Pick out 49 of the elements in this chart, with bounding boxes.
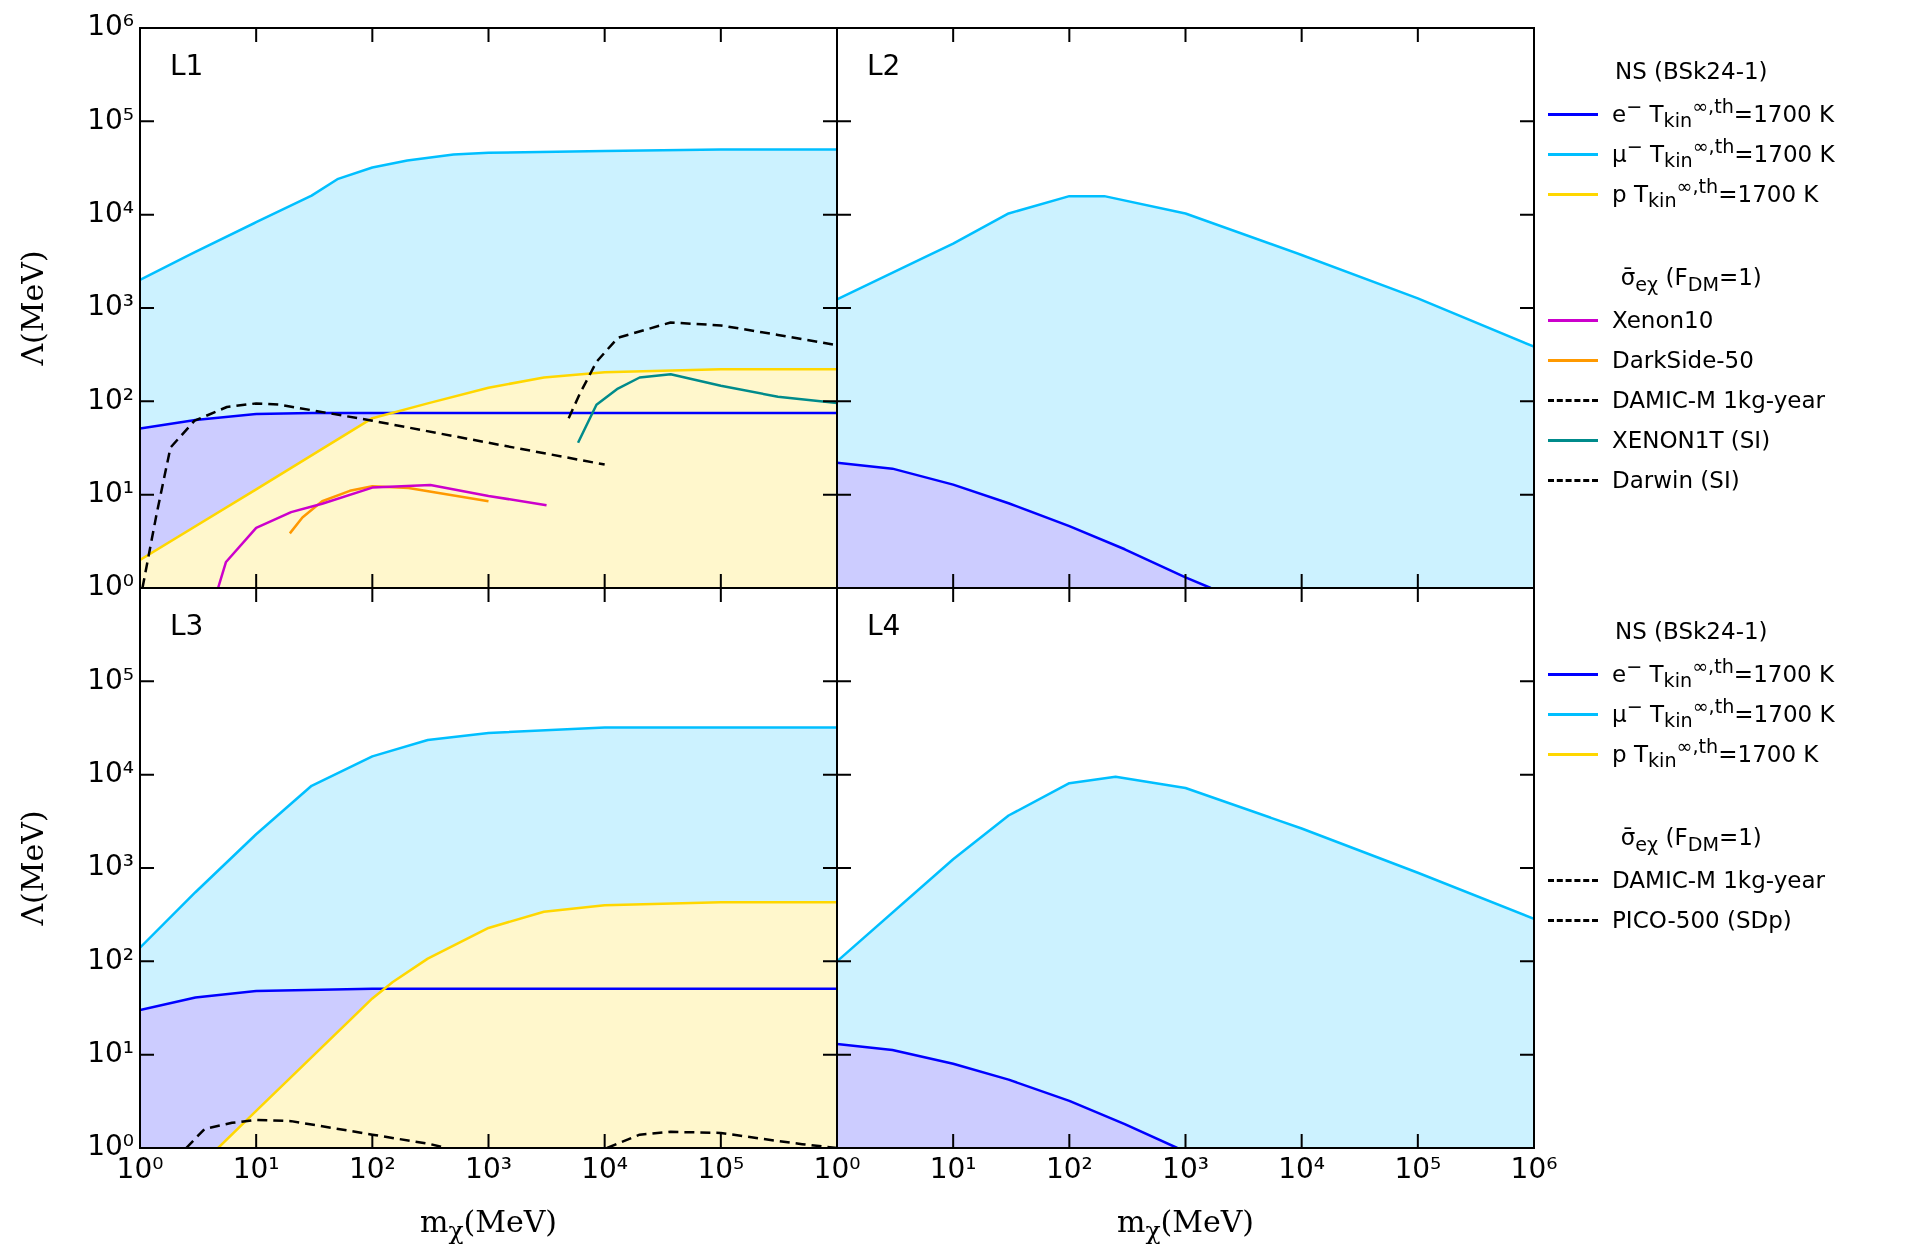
legend-label: PICO-500 (SDp) [1612, 907, 1792, 933]
legend-label: XENON1T (SI) [1612, 427, 1771, 453]
legend-label: Darwin (SI) [1612, 467, 1740, 493]
legend-label: μ$^{−}$ T$_{kin}$$^{∞,th}$=1700 K [1612, 135, 1835, 173]
y-axis-title: Λ(MeV) [14, 810, 50, 926]
x-tick-label: 10⁵ [1394, 1152, 1442, 1186]
y-tick-label: 10⁰ [87, 569, 134, 603]
y-tick-label: 10⁵ [87, 662, 134, 696]
x-tick-label: 10² [348, 1152, 396, 1186]
legend-label: μ$^{−}$ T$_{kin}$$^{∞,th}$=1700 K [1612, 695, 1835, 733]
y-tick-label: 10⁴ [87, 755, 134, 789]
y-tick-label: 10³ [87, 289, 134, 323]
x-tick-label: 10¹ [929, 1152, 977, 1186]
legend-label: e$^{−}$ T$_{kin}$$^{∞,th}$=1700 K [1612, 95, 1835, 133]
x-tick-label: 10⁴ [581, 1152, 629, 1186]
legend-label: DAMIC-M 1kg-year [1612, 867, 1825, 893]
y-tick-label: 10¹ [87, 1035, 134, 1069]
text: σ̄$_{eχ}$ (F$_{DM}$=1) [1619, 823, 1763, 858]
y-tick-label: 10⁶ [87, 9, 134, 43]
y-tick-label: 10⁴ [87, 195, 134, 229]
text: L1 [170, 49, 204, 83]
x-tick-label: 10⁴ [1278, 1152, 1326, 1186]
x-axis-title: m$_{χ}$(MeV) [1116, 1204, 1255, 1245]
legend-title: NS (BSk24-1) [1614, 617, 1769, 646]
y-tick-label: 10² [87, 382, 134, 416]
x-axis-title: m$_{χ}$(MeV) [419, 1204, 558, 1245]
x-tick-label: 10³ [1162, 1152, 1209, 1186]
x-tick-label: 10³ [465, 1152, 512, 1186]
x-tick-label: 10⁶ [1510, 1152, 1558, 1186]
text: σ̄$_{eχ}$ (F$_{DM}$=1) [1619, 263, 1763, 298]
text: L2 [867, 49, 901, 83]
legend-label: e$^{−}$ T$_{kin}$$^{∞,th}$=1700 K [1612, 655, 1835, 693]
legend-title: NS (BSk24-1) [1614, 57, 1769, 86]
x-tick-label: 10² [1045, 1152, 1093, 1186]
x-tick-label: 10⁵ [697, 1152, 745, 1186]
legend-label: p T$_{kin}$$^{∞,th}$=1700 K [1612, 735, 1819, 773]
x-tick-label: 10⁰ [813, 1152, 861, 1186]
legend-label: Xenon10 [1612, 307, 1714, 333]
y-tick-label: 10³ [87, 849, 134, 883]
y-axis-title: Λ(MeV) [14, 250, 50, 366]
legend-label: DAMIC-M 1kg-year [1612, 387, 1825, 413]
legend-label: DarkSide-50 [1612, 347, 1754, 373]
y-tick-label: 10² [87, 942, 134, 976]
x-tick-label: 10¹ [232, 1152, 280, 1186]
legend-label: p T$_{kin}$$^{∞,th}$=1700 K [1612, 175, 1819, 213]
y-tick-label: 10⁵ [87, 102, 134, 136]
y-tick-label: 10¹ [87, 475, 134, 509]
text: L4 [867, 609, 901, 643]
text: L3 [170, 609, 204, 643]
